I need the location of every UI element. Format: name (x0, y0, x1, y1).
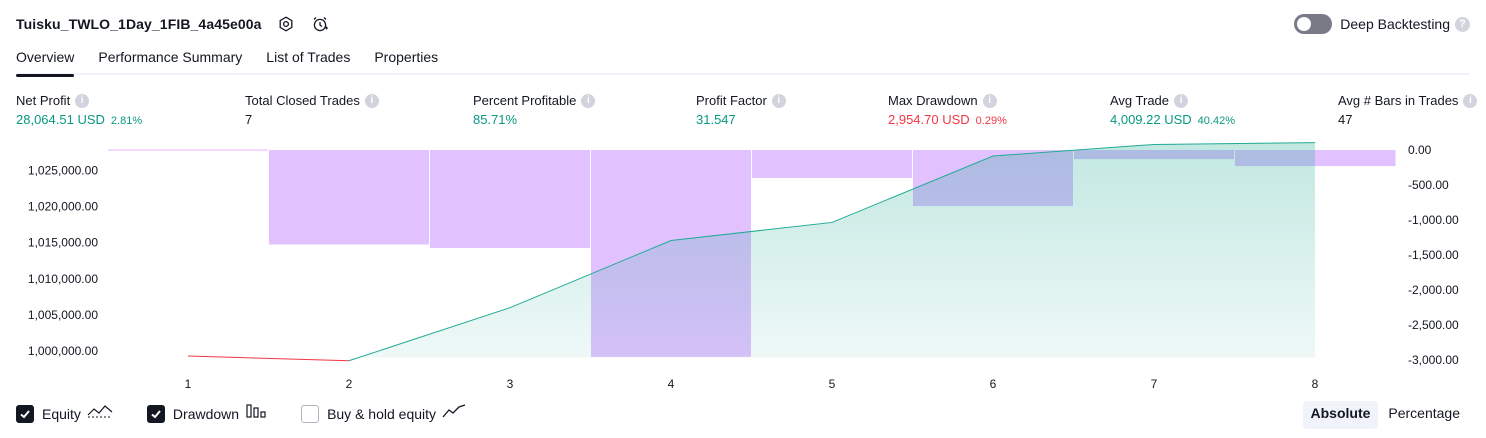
profit-factor-label: Profit Factor (696, 93, 767, 108)
left-axis-tick-label: 1,010,000.00 (28, 272, 98, 286)
deep-backtesting-toggle[interactable] (1294, 14, 1333, 34)
alarm-clock-icon[interactable] (310, 14, 330, 34)
equity-line (348, 142, 1316, 362)
stat-max-drawdown: Max Drawdown i 2,954.70 USD 0.29% (888, 93, 1007, 127)
left-axis-tick-label: 1,020,000.00 (28, 200, 98, 214)
drawdown-bar (269, 150, 429, 245)
net-profit-value: 28,064.51 USD (16, 112, 105, 127)
equity-line-icon (87, 403, 113, 424)
left-axis-tick-label: 1,005,000.00 (28, 308, 98, 322)
right-axis-tick-label: -1,000.00 (1408, 213, 1459, 227)
max-drawdown-percent: 0.29% (975, 115, 1007, 127)
scale-mode-switch: Absolute Percentage (1301, 401, 1469, 429)
avg-trade-percent: 40.42% (1197, 115, 1235, 127)
x-axis-tick-label: 2 (346, 377, 353, 391)
drawdown-bars-icon (245, 403, 267, 424)
stat-profit-factor: Profit Factor i 31.547 (696, 93, 786, 127)
right-axis-tick-label: -1,500.00 (1408, 248, 1459, 262)
equity-area (349, 142, 1315, 361)
legend-drawdown[interactable]: Drawdown (146, 403, 267, 424)
right-axis-tick-label: -2,500.00 (1408, 318, 1459, 332)
stat-net-profit: Net Profit i 28,064.51 USD 2.81% (16, 93, 142, 127)
stat-total-closed-trades: Total Closed Trades i 7 (245, 93, 379, 127)
chart-legend: Equity Drawdown Buy & hold equity (16, 403, 500, 424)
absolute-button[interactable]: Absolute (1302, 401, 1379, 429)
avg-bars-value: 47 (1338, 112, 1353, 127)
x-axis-tick-label: 8 (1312, 377, 1319, 391)
legend-buy-hold[interactable]: Buy & hold equity (301, 403, 466, 424)
x-axis-tick-label: 1 (185, 377, 192, 391)
strategy-header: Tuisku_TWLO_1Day_1FIB_4a45e00a (16, 12, 330, 36)
help-icon[interactable]: ? (1455, 16, 1470, 32)
settings-icon[interactable] (276, 14, 296, 34)
drawdown-bar (430, 150, 590, 248)
left-axis-tick-label: 1,015,000.00 (28, 236, 98, 250)
right-axis-tick-label: -2,000.00 (1408, 283, 1459, 297)
left-axis-tick-label: 1,000,000.00 (28, 344, 98, 358)
x-axis-tick-label: 3 (507, 377, 514, 391)
info-icon[interactable]: i (364, 93, 379, 108)
tab-performance-summary[interactable]: Performance Summary (98, 49, 243, 65)
avg-bars-label: Avg # Bars in Trades (1338, 93, 1459, 108)
x-axis-tick-label: 6 (990, 377, 997, 391)
left-axis-tick-label: 1,025,000.00 (28, 163, 98, 177)
x-axis-tick-label: 7 (1151, 377, 1158, 391)
tab-list-of-trades[interactable]: List of Trades (266, 49, 351, 65)
info-icon[interactable]: i (771, 93, 786, 108)
info-icon[interactable]: i (1174, 93, 1189, 108)
equity-label: Equity (42, 405, 81, 422)
x-axis-tick-label: 5 (829, 377, 836, 391)
equity-drawdown-chart[interactable]: 1,000,000.00 1,005,000.00 1,010,000.00 1,01… (0, 140, 1486, 395)
info-icon[interactable]: i (982, 93, 997, 108)
toggle-knob (1297, 17, 1312, 31)
avg-trade-value: 4,009.22 USD (1110, 112, 1192, 127)
max-drawdown-value: 2,954.70 USD (888, 112, 970, 127)
percent-profitable-value: 85.71% (473, 112, 518, 127)
equity-checkbox[interactable] (16, 404, 34, 423)
tab-overview[interactable]: Overview (16, 42, 75, 77)
info-icon[interactable]: i (1463, 93, 1478, 108)
strategy-title: Tuisku_TWLO_1Day_1FIB_4a45e00a (16, 16, 262, 32)
avg-trade-label: Avg Trade (1110, 93, 1170, 108)
deep-backtesting-label: Deep Backtesting (1340, 16, 1450, 32)
tab-bar: Overview Performance Summary List of Tra… (16, 42, 1470, 77)
net-profit-label: Net Profit (16, 93, 71, 108)
stats-row: Net Profit i 28,064.51 USD 2.81% Total Clo… (0, 93, 1486, 133)
info-icon[interactable]: i (75, 93, 90, 108)
stat-avg-bars: Avg # Bars in Trades i 47 (1338, 93, 1478, 127)
stat-percent-profitable: Percent Profitable i 85.71% (473, 93, 596, 127)
equity-line-negative (187, 355, 350, 362)
right-axis-tick-label: 0.00 (1408, 143, 1432, 157)
total-closed-trades-label: Total Closed Trades (245, 93, 360, 108)
total-closed-trades-value: 7 (245, 112, 253, 127)
buy-hold-label: Buy & hold equity (327, 405, 437, 422)
tab-properties[interactable]: Properties (374, 49, 439, 65)
right-axis-tick-label: -500.00 (1408, 178, 1449, 192)
legend-equity[interactable]: Equity (16, 403, 113, 424)
drawdown-label: Drawdown (172, 405, 240, 422)
drawdown-checkbox[interactable] (146, 404, 165, 423)
deep-backtesting: Deep Backtesting ? (1294, 14, 1470, 34)
buy-hold-line-icon (442, 403, 466, 424)
profit-factor-value: 31.547 (696, 112, 736, 127)
percent-profitable-label: Percent Profitable (473, 93, 577, 108)
percentage-button[interactable]: Percentage (1388, 405, 1460, 421)
info-icon[interactable]: i (581, 93, 596, 108)
buy-hold-checkbox[interactable] (301, 404, 320, 423)
x-axis-tick-label: 4 (668, 377, 675, 391)
stat-avg-trade: Avg Trade i 4,009.22 USD 40.42% (1110, 93, 1235, 127)
net-profit-percent: 2.81% (110, 115, 143, 127)
drawdown-bar (1395, 150, 1396, 167)
max-drawdown-label: Max Drawdown (888, 93, 978, 108)
drawdown-bar (752, 150, 912, 178)
right-axis-tick-label: -3,000.00 (1408, 353, 1459, 367)
